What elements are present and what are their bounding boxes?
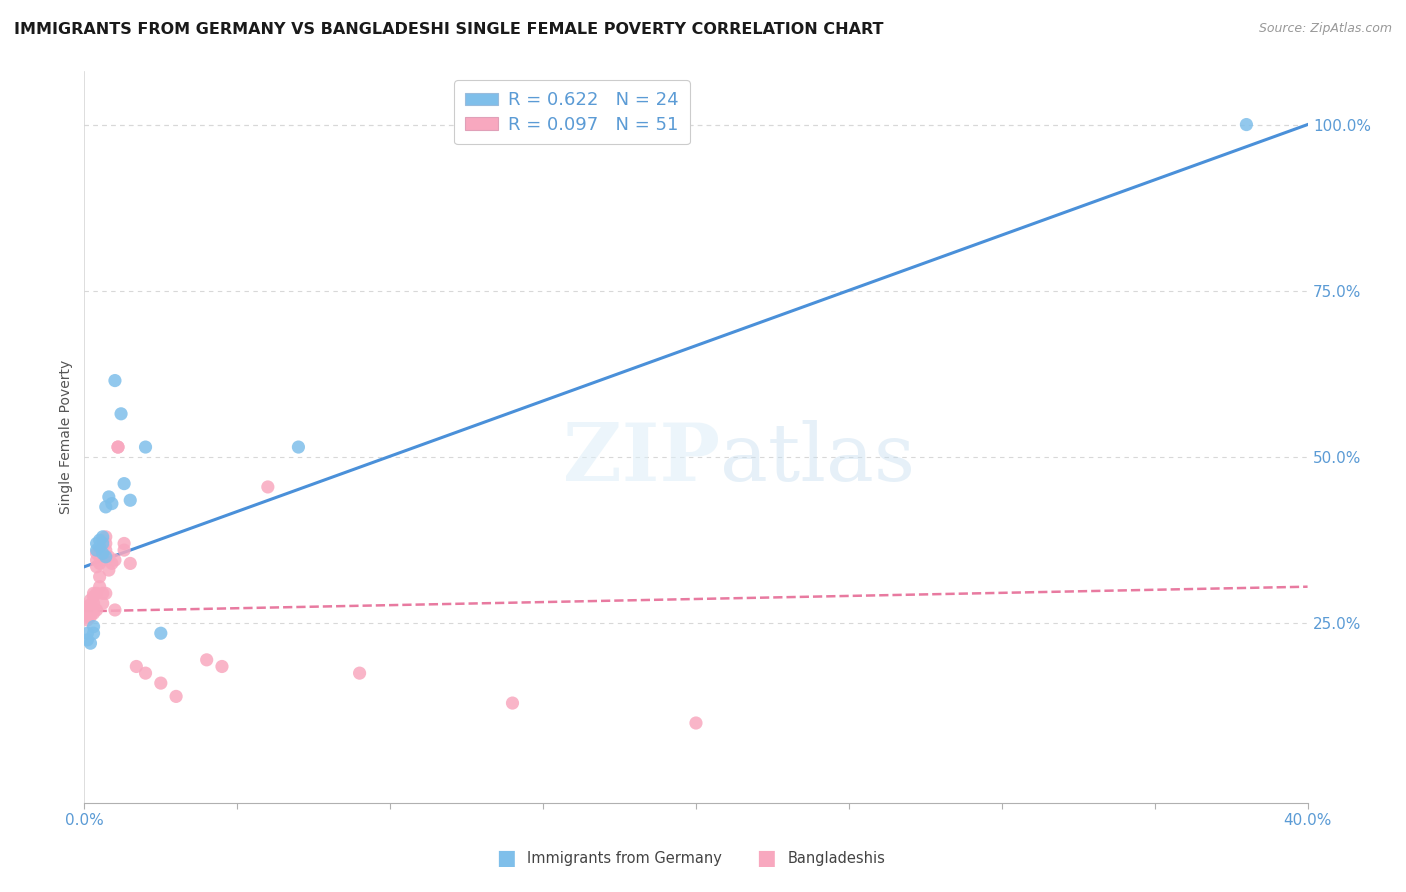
Point bbox=[89, 557, 111, 571]
Point bbox=[83, 607, 105, 621]
Point bbox=[104, 603, 127, 617]
Point bbox=[79, 601, 101, 615]
Point bbox=[83, 590, 105, 604]
Point bbox=[257, 480, 280, 494]
Point bbox=[83, 586, 105, 600]
Point bbox=[89, 540, 111, 554]
Point bbox=[86, 543, 108, 558]
Point bbox=[97, 490, 120, 504]
Point bbox=[104, 553, 127, 567]
Point bbox=[149, 676, 172, 690]
Point bbox=[94, 530, 117, 544]
Point bbox=[86, 536, 108, 550]
Point bbox=[135, 440, 157, 454]
Legend: R = 0.622   N = 24, R = 0.097   N = 51: R = 0.622 N = 24, R = 0.097 N = 51 bbox=[454, 80, 690, 145]
Text: Source: ZipAtlas.com: Source: ZipAtlas.com bbox=[1258, 22, 1392, 36]
Point bbox=[97, 563, 120, 577]
Point bbox=[83, 619, 105, 633]
Point bbox=[83, 626, 105, 640]
Point bbox=[101, 557, 124, 571]
Point bbox=[91, 553, 114, 567]
Point bbox=[531, 128, 554, 142]
Point bbox=[94, 549, 117, 564]
Point bbox=[86, 546, 108, 560]
Point bbox=[83, 603, 105, 617]
Point bbox=[107, 440, 129, 454]
Point bbox=[195, 653, 218, 667]
Point bbox=[502, 696, 524, 710]
Point bbox=[112, 536, 135, 550]
Point bbox=[89, 549, 111, 564]
Point bbox=[91, 533, 114, 548]
Point bbox=[211, 659, 233, 673]
Point bbox=[101, 497, 124, 511]
Point bbox=[287, 440, 309, 454]
Point bbox=[83, 596, 105, 610]
Point bbox=[76, 626, 98, 640]
Point bbox=[94, 586, 117, 600]
Point bbox=[91, 586, 114, 600]
Text: ■: ■ bbox=[496, 848, 516, 868]
Point bbox=[125, 659, 148, 673]
Point bbox=[86, 586, 108, 600]
Point bbox=[349, 666, 371, 681]
Point bbox=[165, 690, 187, 704]
Point bbox=[104, 374, 127, 388]
Point bbox=[89, 533, 111, 548]
Point bbox=[94, 500, 117, 514]
Point bbox=[107, 440, 129, 454]
Point bbox=[86, 553, 108, 567]
Point bbox=[97, 549, 120, 564]
Point bbox=[89, 580, 111, 594]
Point bbox=[79, 598, 101, 612]
Point bbox=[91, 540, 114, 554]
Point bbox=[76, 607, 98, 621]
Text: Bangladeshis: Bangladeshis bbox=[787, 851, 886, 865]
Point bbox=[91, 536, 114, 550]
Point bbox=[86, 559, 108, 574]
Text: Immigrants from Germany: Immigrants from Germany bbox=[527, 851, 723, 865]
Point bbox=[91, 546, 114, 560]
Point bbox=[79, 636, 101, 650]
Point bbox=[89, 570, 111, 584]
Point bbox=[79, 609, 101, 624]
Point bbox=[112, 543, 135, 558]
Text: ZIP: ZIP bbox=[564, 420, 720, 498]
Point bbox=[1236, 118, 1258, 132]
Point bbox=[76, 632, 98, 647]
Point bbox=[112, 476, 135, 491]
Point bbox=[120, 557, 142, 571]
Point bbox=[76, 609, 98, 624]
Y-axis label: Single Female Poverty: Single Female Poverty bbox=[59, 360, 73, 514]
Point bbox=[76, 603, 98, 617]
Point bbox=[79, 593, 101, 607]
Point bbox=[91, 596, 114, 610]
Text: IMMIGRANTS FROM GERMANY VS BANGLADESHI SINGLE FEMALE POVERTY CORRELATION CHART: IMMIGRANTS FROM GERMANY VS BANGLADESHI S… bbox=[14, 22, 883, 37]
Point bbox=[110, 407, 132, 421]
Point bbox=[94, 543, 117, 558]
Point bbox=[86, 603, 108, 617]
Point bbox=[91, 530, 114, 544]
Point bbox=[76, 599, 98, 614]
Point bbox=[685, 716, 707, 731]
Point bbox=[120, 493, 142, 508]
Text: atlas: atlas bbox=[720, 420, 915, 498]
Point bbox=[79, 607, 101, 621]
Point bbox=[94, 536, 117, 550]
Point bbox=[149, 626, 172, 640]
Text: ■: ■ bbox=[756, 848, 776, 868]
Point bbox=[135, 666, 157, 681]
Point bbox=[89, 543, 111, 558]
Point bbox=[76, 613, 98, 627]
